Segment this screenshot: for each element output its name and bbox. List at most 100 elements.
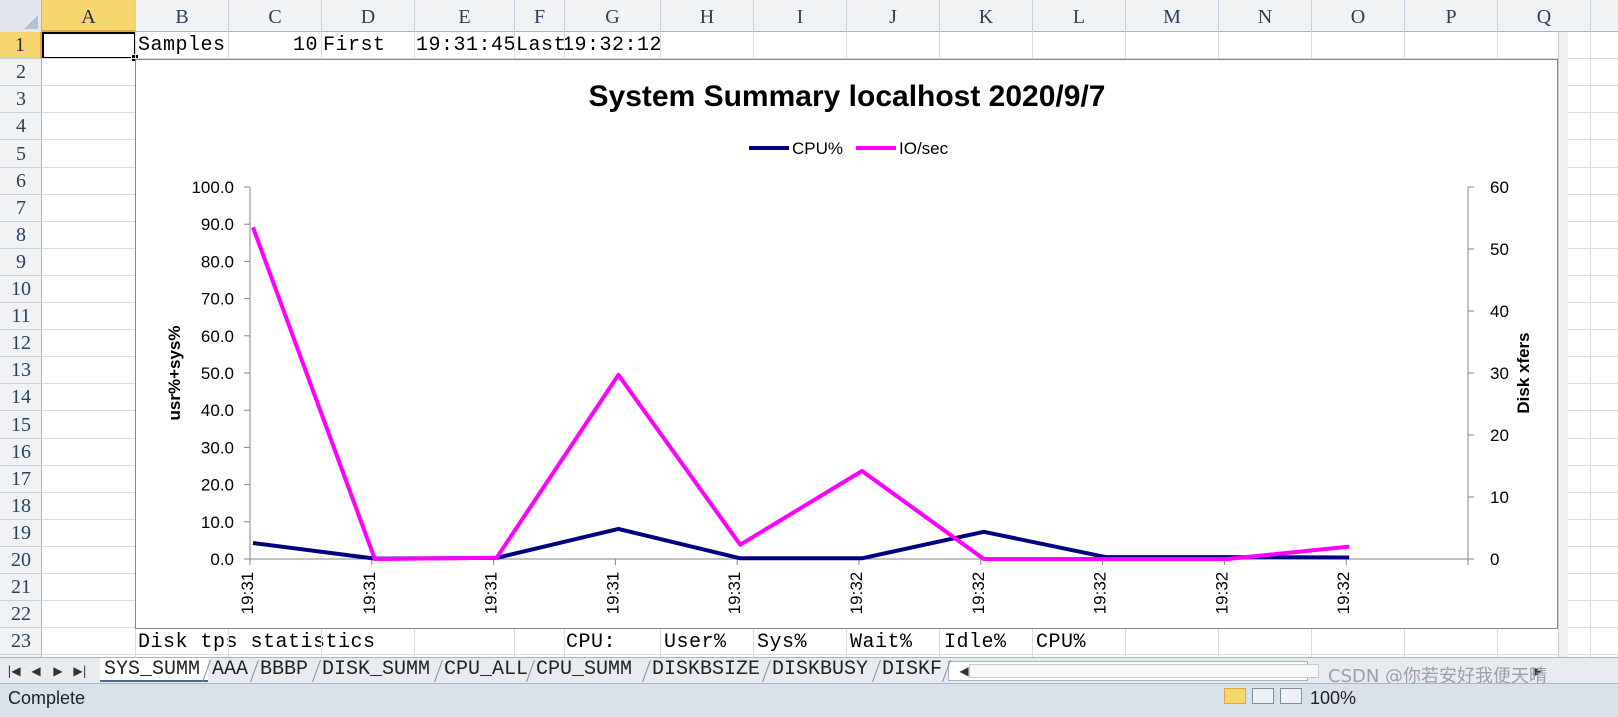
sheet-tab-aaa[interactable]: AAA — [212, 658, 249, 681]
cell-d1[interactable]: First — [323, 34, 386, 57]
zoom-level[interactable]: 100% — [1310, 688, 1357, 708]
sheet-tab-bar: |◀ ◀ ▶ ▶| ◀ ▶ SYS_SUMM AAA BBBP DISK_SUMM CP… — [0, 657, 1618, 683]
sheet-tab-cpu-all[interactable]: CPU_ALL — [444, 658, 529, 681]
grid-row-line — [42, 58, 1618, 59]
row-header-13[interactable]: 13 — [0, 357, 42, 384]
row-header-bar: 1 2 3 4 5 6 7 8 9 10 11 12 13 14 15 16 17 18 19 20 21 22 23 — [0, 32, 42, 657]
column-header-i[interactable]: I — [754, 0, 847, 32]
row-header-12[interactable]: 12 — [0, 330, 42, 357]
row-header-15[interactable]: 15 — [0, 411, 42, 439]
chart-canvas: System Summary localhost 2020/9/7 CPU% IO/… — [165, 80, 1533, 615]
row-header-17[interactable]: 17 — [0, 466, 42, 493]
row-header-21[interactable]: 21 — [0, 574, 42, 601]
sheet-tab-cpu-summ[interactable]: CPU_SUMM — [536, 658, 633, 681]
column-header-k[interactable]: K — [940, 0, 1033, 32]
column-header-o[interactable]: O — [1312, 0, 1405, 32]
column-header-q[interactable]: Q — [1498, 0, 1591, 32]
sheet-tab-diskf[interactable]: DISKF — [882, 658, 943, 681]
cell-b23[interactable]: Disk tps statistics — [138, 631, 376, 654]
row-header-11[interactable]: 11 — [0, 303, 42, 330]
column-header-c[interactable]: C — [229, 0, 322, 32]
column-header-b[interactable]: B — [136, 0, 229, 32]
cell-b1[interactable]: Samples — [138, 34, 226, 57]
column-header-h[interactable]: H — [661, 0, 754, 32]
row-header-14[interactable]: 14 — [0, 384, 42, 411]
x-tick-label: 19:31 — [360, 572, 379, 615]
column-header-n[interactable]: N — [1219, 0, 1312, 32]
cell-g1[interactable]: 19:32:12 — [562, 34, 663, 57]
selected-cell-a1[interactable] — [42, 32, 139, 62]
column-header-m[interactable]: M — [1126, 0, 1219, 32]
last-sheet-icon[interactable]: ▶| — [73, 664, 87, 678]
row-header-1[interactable]: 1 — [0, 32, 42, 59]
x-tick-label: 19:32 — [1212, 572, 1231, 615]
x-tick-label: 19:32 — [969, 572, 988, 615]
horizontal-scroll-thumb[interactable] — [969, 664, 1319, 678]
x-tick-label: 19:32 — [1334, 572, 1353, 615]
row-header-5[interactable]: 5 — [0, 140, 42, 168]
first-sheet-icon[interactable]: |◀ — [7, 664, 21, 678]
sheet-tab-sys-summ[interactable]: SYS_SUMM — [100, 658, 208, 682]
column-header-a[interactable]: A — [42, 0, 136, 32]
x-tick-label: 19:31 — [482, 572, 501, 615]
page-layout-view-icon[interactable] — [1252, 688, 1274, 704]
status-bar: Complete 100% — [0, 683, 1618, 717]
cell-i23[interactable]: Sys% — [757, 631, 808, 654]
cell-g23[interactable]: CPU: — [566, 631, 617, 654]
column-header-j[interactable]: J — [847, 0, 940, 32]
row-header-6[interactable]: 6 — [0, 168, 42, 195]
row-header-23[interactable]: 23 — [0, 628, 42, 655]
page-break-view-icon[interactable] — [1280, 688, 1302, 704]
column-header-e[interactable]: E — [415, 0, 515, 32]
sheet-tab-diskbsize[interactable]: DISKBSIZE — [652, 658, 761, 681]
vertical-scrollbar[interactable] — [1558, 32, 1568, 657]
sheet-tab-disk-summ[interactable]: DISK_SUMM — [322, 658, 431, 681]
cell-f1[interactable]: Last — [516, 34, 567, 57]
horizontal-scrollbar[interactable] — [948, 661, 1319, 681]
select-all-corner[interactable] — [0, 0, 42, 32]
row-header-19[interactable]: 19 — [0, 520, 42, 547]
scroll-right-icon[interactable]: ▶ — [1533, 664, 1543, 678]
row-header-7[interactable]: 7 — [0, 195, 42, 222]
row-header-18[interactable]: 18 — [0, 493, 42, 520]
row-header-10[interactable]: 10 — [0, 276, 42, 303]
cell-k23[interactable]: Idle% — [944, 631, 1007, 654]
cell-l23[interactable]: CPU% — [1036, 631, 1087, 654]
sheet-tab-diskbusy[interactable]: DISKBUSY — [772, 658, 869, 681]
y-axis-title: usr%+sys% — [165, 326, 184, 421]
watermark: CSDN @你若安好我便天晴 — [1328, 666, 1548, 687]
left-tick-label: 100.0 — [191, 178, 234, 197]
cell-c1[interactable]: 10 — [292, 34, 318, 57]
row-header-9[interactable]: 9 — [0, 249, 42, 276]
y2-axis-title: Disk xfers — [1514, 332, 1533, 413]
left-tick-label: 40.0 — [201, 401, 234, 420]
cell-j23[interactable]: Wait% — [850, 631, 913, 654]
column-header-f[interactable]: F — [515, 0, 565, 32]
scroll-left-icon[interactable]: ◀ — [959, 664, 969, 678]
cell-e1[interactable]: 19:31:45 — [416, 34, 517, 57]
right-tick-label: 50 — [1490, 240, 1509, 259]
left-tick-label: 20.0 — [201, 476, 234, 495]
left-tick-label: 10.0 — [201, 513, 234, 532]
column-header-p[interactable]: P — [1405, 0, 1498, 32]
column-header-d[interactable]: D — [322, 0, 415, 32]
row-header-16[interactable]: 16 — [0, 439, 42, 466]
column-header-l[interactable]: L — [1033, 0, 1126, 32]
x-tick-label: 19:31 — [603, 572, 622, 615]
row-header-20[interactable]: 20 — [0, 547, 42, 574]
sheet-tab-bbbp[interactable]: BBBP — [260, 658, 309, 681]
row-header-4[interactable]: 4 — [0, 113, 42, 140]
status-text: Complete — [8, 688, 86, 708]
row-header-8[interactable]: 8 — [0, 222, 42, 249]
system-summary-chart[interactable]: System Summary localhost 2020/9/7 CPU% IO/… — [135, 59, 1558, 629]
cell-h23[interactable]: User% — [664, 631, 727, 654]
normal-view-icon[interactable] — [1224, 688, 1246, 704]
row-header-3[interactable]: 3 — [0, 86, 42, 113]
right-tick-label: 10 — [1490, 488, 1509, 507]
next-sheet-icon[interactable]: ▶ — [53, 664, 63, 678]
row-header-2[interactable]: 2 — [0, 59, 42, 86]
prev-sheet-icon[interactable]: ◀ — [31, 664, 41, 678]
row-header-22[interactable]: 22 — [0, 601, 42, 628]
left-tick-label: 60.0 — [201, 327, 234, 346]
column-header-g[interactable]: G — [565, 0, 661, 32]
